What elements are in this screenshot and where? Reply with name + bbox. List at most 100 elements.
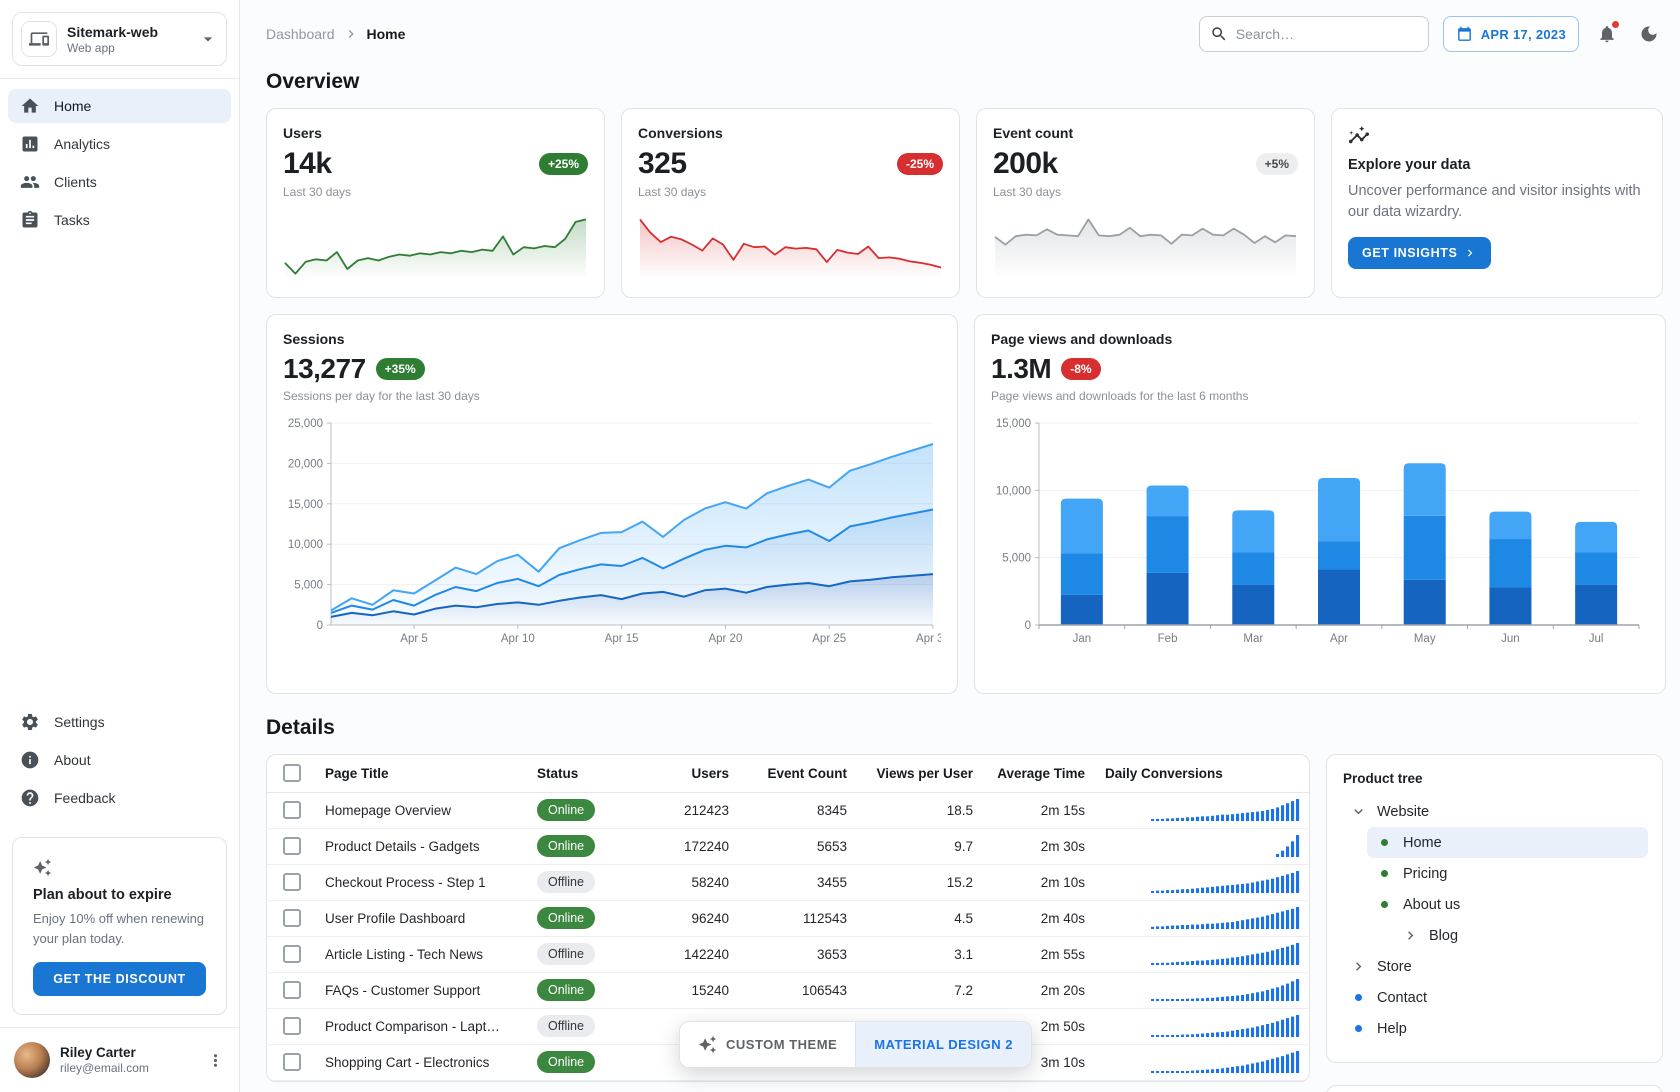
theme-toggle: CUSTOM THEME MATERIAL DESIGN 2 bbox=[679, 1021, 1032, 1068]
tree-item-about-us[interactable]: About us bbox=[1367, 889, 1648, 920]
sidebar-item-clients[interactable]: Clients bbox=[8, 165, 231, 199]
column-header[interactable]: Event Count bbox=[739, 755, 857, 793]
stat-caption: Last 30 days bbox=[283, 185, 352, 199]
cell-users: 142240 bbox=[627, 936, 739, 973]
notification-badge bbox=[1611, 20, 1620, 29]
user-menu-button[interactable] bbox=[206, 1051, 225, 1070]
table-row[interactable]: Homepage Overview Online 212423 8345 18.5 2m … bbox=[267, 792, 1309, 829]
tree-item-label: Help bbox=[1377, 1020, 1407, 1037]
tree-item-label: Blog bbox=[1429, 927, 1459, 944]
cell-event-count: 106543 bbox=[739, 972, 857, 1009]
stat-trend-chip: +25% bbox=[538, 153, 588, 175]
sidebar-item-settings[interactable]: Settings bbox=[8, 705, 231, 739]
stat-sparkline bbox=[284, 218, 587, 279]
search-input[interactable] bbox=[1235, 26, 1418, 42]
stat-trend-chip: -25% bbox=[896, 153, 943, 175]
tree-item-label: Pricing bbox=[1403, 865, 1448, 882]
row-checkbox[interactable] bbox=[283, 909, 301, 927]
tree-item-contact[interactable]: Contact bbox=[1341, 982, 1648, 1013]
tree-dot-icon bbox=[1375, 901, 1393, 908]
notifications-button[interactable] bbox=[1593, 20, 1621, 48]
table-row[interactable]: Article Listing - Tech News Offline 142240… bbox=[267, 936, 1309, 973]
row-checkbox[interactable] bbox=[283, 1017, 301, 1035]
custom-theme-button[interactable]: CUSTOM THEME bbox=[680, 1022, 855, 1067]
table-row[interactable]: FAQs - Customer Support Online 15240 106543… bbox=[267, 972, 1309, 1009]
user-name: Riley Carter bbox=[60, 1045, 136, 1060]
stat-title: Users bbox=[283, 125, 322, 141]
dark-mode-toggle[interactable] bbox=[1635, 20, 1663, 48]
user-email: riley@email.com bbox=[60, 1061, 149, 1075]
sidebar-item-about[interactable]: About bbox=[8, 743, 231, 777]
sidebar-item-label: Settings bbox=[54, 714, 105, 730]
people-icon bbox=[20, 172, 40, 192]
sparkle-icon bbox=[698, 1035, 717, 1054]
sidebar-item-tasks[interactable]: Tasks bbox=[8, 203, 231, 237]
daily-conversions-sparkline bbox=[1151, 906, 1300, 929]
material-design-2-button[interactable]: MATERIAL DESIGN 2 bbox=[855, 1022, 1031, 1067]
chevron-right-icon bbox=[1463, 246, 1477, 260]
status-badge: Online bbox=[537, 907, 596, 929]
cell-average-time: 2m 55s bbox=[983, 936, 1095, 973]
row-checkbox[interactable] bbox=[283, 981, 301, 999]
cell-users: 96240 bbox=[627, 900, 739, 937]
get-discount-button[interactable]: GET THE DISCOUNT bbox=[33, 962, 206, 996]
column-header[interactable]: Average Time bbox=[983, 755, 1095, 793]
details-table: Page Title Status Users Event Count Views pe… bbox=[267, 755, 1309, 1081]
row-checkbox[interactable] bbox=[283, 945, 301, 963]
pageviews-chart-card: Page views and downloads 1.3M -8% Page v… bbox=[974, 314, 1666, 694]
tree-dot-icon bbox=[1375, 870, 1393, 877]
info-icon bbox=[20, 750, 40, 770]
sidebar-item-home[interactable]: Home bbox=[8, 89, 231, 123]
plan-body: Enjoy 10% off when renewing your plan to… bbox=[33, 911, 205, 946]
sidebar-item-label: About bbox=[54, 752, 91, 768]
moon-icon bbox=[1639, 24, 1659, 44]
cell-page-title: Shopping Cart - Electronics bbox=[315, 1044, 527, 1081]
sidebar-item-label: Clients bbox=[54, 174, 97, 190]
cell-event-count: 8345 bbox=[739, 792, 857, 829]
svg-text:0: 0 bbox=[317, 620, 323, 632]
tree-item-help[interactable]: Help bbox=[1341, 1013, 1648, 1044]
tree-item-blog[interactable]: Blog bbox=[1393, 920, 1648, 951]
cell-average-time: 2m 15s bbox=[983, 792, 1095, 829]
date-picker-button[interactable]: APR 17, 2023 bbox=[1442, 16, 1579, 52]
card-below-product-tree bbox=[1326, 1085, 1663, 1092]
stat-cards-row: Users 14k +25% Last 30 days Conversions 325 -2… bbox=[266, 108, 1663, 298]
cell-page-title: Article Listing - Tech News bbox=[315, 936, 527, 973]
column-header[interactable]: Views per User bbox=[857, 755, 983, 793]
get-insights-button[interactable]: GET INSIGHTS bbox=[1348, 237, 1492, 270]
sidebar-item-feedback[interactable]: Feedback bbox=[8, 781, 231, 815]
tree-item-pricing[interactable]: Pricing bbox=[1367, 858, 1648, 889]
settings-icon bbox=[20, 712, 40, 732]
select-all-checkbox[interactable] bbox=[283, 764, 301, 783]
plan-expire-card: Plan about to expire Enjoy 10% off when … bbox=[12, 837, 227, 1015]
user-row: Riley Carter riley@email.com bbox=[0, 1027, 239, 1092]
tasks-icon bbox=[20, 210, 40, 230]
table-row[interactable]: User Profile Dashboard Online 96240 112543 4… bbox=[267, 900, 1309, 937]
column-header[interactable]: Page Title bbox=[315, 755, 527, 793]
tree-item-store[interactable]: Store bbox=[1341, 951, 1648, 982]
workspace-select[interactable]: Sitemark-web Web app bbox=[12, 12, 227, 66]
svg-text:May: May bbox=[1414, 633, 1436, 645]
row-checkbox[interactable] bbox=[283, 801, 301, 819]
tree-item-website[interactable]: Website bbox=[1341, 796, 1648, 827]
sidebar-item-analytics[interactable]: Analytics bbox=[8, 127, 231, 161]
breadcrumb-dashboard[interactable]: Dashboard bbox=[266, 26, 335, 42]
column-header[interactable]: Daily Conversions bbox=[1095, 755, 1309, 793]
tree-item-label: About us bbox=[1403, 896, 1461, 913]
status-badge: Offline bbox=[537, 943, 595, 965]
explore-data-card: Explore your data Uncover performance an… bbox=[1331, 108, 1663, 298]
cell-event-count: 3653 bbox=[739, 936, 857, 973]
sessions-chart-card: Sessions 13,277 +35% Sessions per day fo… bbox=[266, 314, 958, 694]
column-header[interactable]: Status bbox=[527, 755, 627, 793]
tree-item-home[interactable]: Home bbox=[1367, 827, 1648, 858]
table-row[interactable]: Checkout Process - Step 1 Offline 58240 345… bbox=[267, 864, 1309, 901]
svg-text:25,000: 25,000 bbox=[288, 418, 323, 430]
table-row[interactable]: Product Details - Gadgets Online 172240 565… bbox=[267, 828, 1309, 865]
product-tree: Website Home Pricing About us Blog Store Conta… bbox=[1341, 796, 1648, 1044]
row-checkbox[interactable] bbox=[283, 837, 301, 855]
column-header[interactable]: Users bbox=[627, 755, 739, 793]
bell-icon bbox=[1597, 24, 1617, 44]
row-checkbox[interactable] bbox=[283, 873, 301, 891]
row-checkbox[interactable] bbox=[283, 1053, 301, 1071]
status-badge: Online bbox=[537, 1051, 596, 1073]
